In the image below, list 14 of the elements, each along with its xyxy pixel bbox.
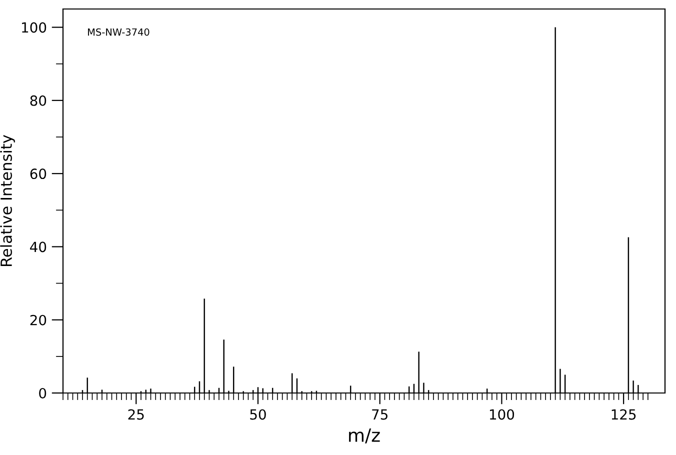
y-tick-label: 0 (39, 388, 46, 398)
y-tick-label: 40 (30, 242, 46, 252)
y-axis-title: Relative Intensity (0, 134, 15, 266)
x-tick-label: 25 (128, 409, 144, 420)
x-tick-label: 125 (612, 409, 636, 420)
y-tick-label: 20 (30, 314, 46, 326)
y-tick-label: 60 (30, 168, 46, 180)
x-tick-label: 75 (372, 409, 388, 420)
y-tick-label: 100 (22, 22, 46, 33)
y-tick-label: 80 (30, 95, 46, 106)
x-axis-title: m/z (349, 428, 380, 444)
x-tick-label: 100 (490, 409, 514, 420)
annotation: MS-NW-3740 (88, 28, 150, 36)
x-tick-label: 50 (250, 409, 266, 420)
